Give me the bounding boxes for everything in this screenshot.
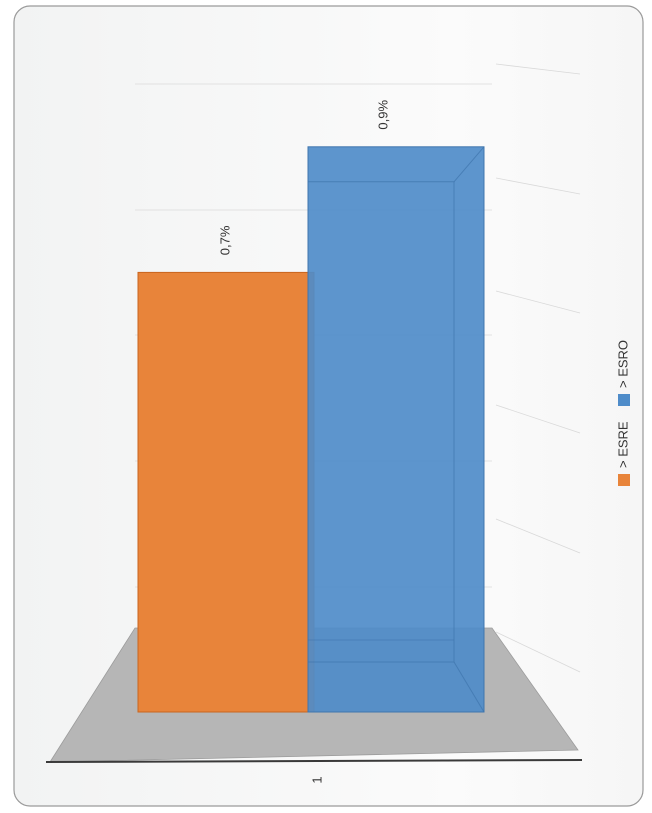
category-label: 1: [309, 776, 324, 783]
legend-swatch-esro: [618, 394, 630, 406]
bar-depth-edges: [308, 181, 455, 663]
bar-front: [137, 271, 315, 713]
bar-depth-corner-top: [453, 146, 485, 183]
bar-esro: [307, 146, 485, 713]
legend-label-esre: > ESRE: [615, 421, 630, 468]
legend-swatch-esre: [618, 474, 630, 486]
gridline-side: [495, 631, 581, 673]
bar-front: [307, 146, 485, 713]
bar-depth-corner-bottom: [453, 661, 485, 713]
legend-item-esre: > ESRE: [615, 421, 630, 486]
bars-group: [137, 146, 485, 713]
gridline-side: [495, 63, 581, 75]
category-axis-line: [45, 759, 583, 763]
legend: > ESRE > ESRO: [615, 340, 630, 486]
data-labels-group: 0,7% 0,9%: [217, 100, 390, 256]
data-label-esre: 0,7%: [217, 225, 232, 255]
bar-esre: [137, 271, 315, 713]
legend-label-esro: > ESRO: [615, 340, 630, 388]
legend-item-esro: > ESRO: [615, 340, 630, 406]
gridline-side: [495, 404, 581, 434]
gridline-side: [495, 518, 581, 554]
data-label-esro: 0,9%: [375, 100, 390, 130]
gridline-side: [495, 177, 581, 195]
gridline-side: [495, 290, 581, 314]
